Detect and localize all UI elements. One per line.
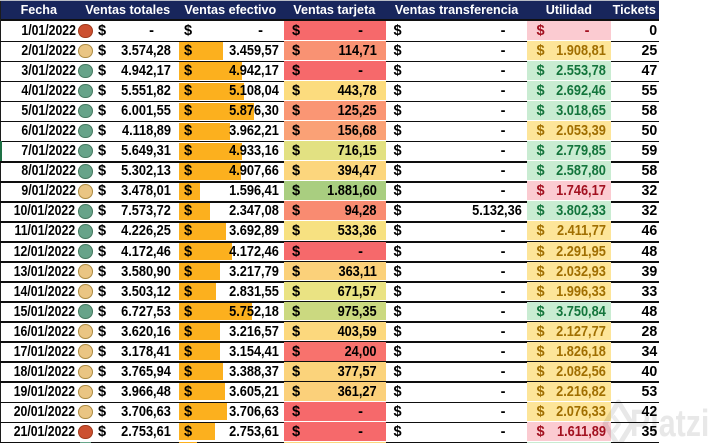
svg-text:Platzi: Platzi [630,403,709,443]
